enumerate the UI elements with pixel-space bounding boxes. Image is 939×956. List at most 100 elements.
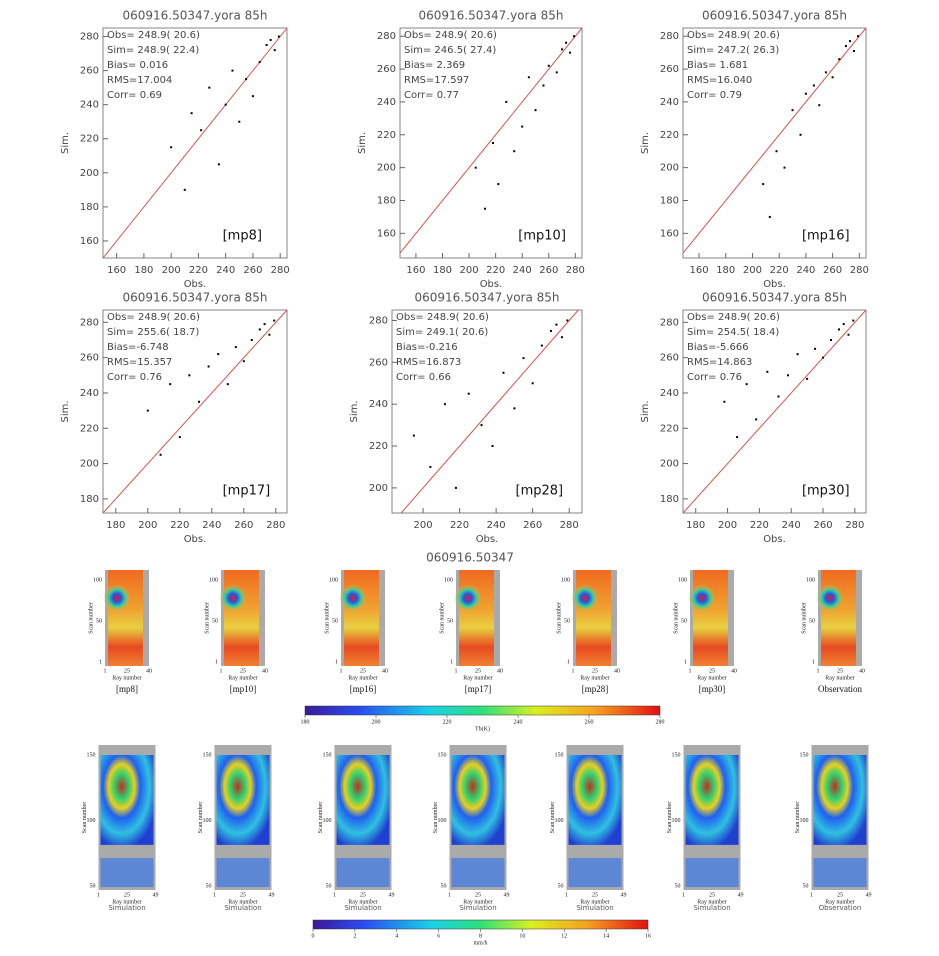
panel-label: [mp10]: [230, 684, 257, 694]
y-tick-label: 240: [660, 97, 679, 108]
map-y-tick-label: 50: [447, 618, 453, 624]
panel-label: Simulation: [693, 904, 730, 912]
point: [198, 400, 200, 403]
panel-tag: [mp16]: [802, 229, 850, 244]
stat-text: Sim= 248.9( 22.4): [107, 45, 199, 56]
map-x-label: Ray number: [112, 899, 142, 905]
x-tick-label: 200: [162, 265, 181, 276]
point: [513, 407, 516, 410]
map-x-tick-label: 1: [682, 892, 685, 898]
map-panel: [449, 745, 507, 890]
panel-label: [mp17]: [465, 684, 492, 694]
map-panel: [683, 745, 741, 890]
map-x-tick-label: 1: [448, 892, 451, 898]
map-x-tick-label: 1: [104, 668, 107, 674]
panel-tag: [mp10]: [518, 229, 566, 244]
point: [169, 383, 172, 386]
map-y-tick-label: 50: [681, 618, 687, 624]
point: [443, 403, 446, 406]
x-axis-label: Obs.: [763, 534, 786, 545]
chart-title: 060916.50347.yora 85h: [702, 9, 847, 23]
map-x-tick-label: 1: [817, 668, 820, 674]
map-y-tick-label: 50: [558, 883, 564, 889]
map-y-tick-label: 50: [809, 618, 815, 624]
map-y-tick-label: 150: [87, 752, 96, 758]
map-y-label: Scan number: [204, 602, 210, 634]
point: [547, 64, 550, 67]
map-x-label: Ray number: [580, 899, 610, 905]
map-x-tick-label: 49: [866, 892, 872, 898]
map-x-tick-label: 1: [810, 892, 813, 898]
x-tick-label: 260: [523, 520, 542, 531]
map-x-tick-label: 40: [859, 668, 865, 674]
map-x-tick-label: 25: [837, 668, 843, 674]
point: [183, 188, 186, 191]
map-x-label: Ray number: [112, 675, 142, 681]
chart-title: 060916.50347.yora 85h: [122, 9, 267, 23]
map-y-tick-label: 100: [561, 577, 570, 583]
map-y-tick-label: 100: [672, 818, 681, 824]
point: [569, 51, 572, 54]
map-y-label: Scan number: [795, 802, 801, 834]
map-x-tick-label: 25: [837, 892, 843, 898]
point: [847, 333, 850, 336]
colorbar-label: Tb(K): [475, 725, 490, 732]
point: [226, 383, 229, 386]
map-field-lower: [451, 858, 505, 888]
plot-frame: [102, 309, 288, 514]
colorbar-tick-label: 16: [645, 933, 651, 939]
point: [273, 49, 276, 52]
y-axis-label: Sim.: [60, 400, 71, 422]
map-field: [685, 755, 739, 845]
map-y-tick-label: 100: [87, 818, 96, 824]
point: [231, 69, 234, 72]
map-x-tick-label: 1: [572, 668, 575, 674]
y-tick-label: 160: [377, 228, 396, 239]
y-tick-label: 240: [660, 388, 679, 399]
x-axis-label: Obs.: [476, 534, 499, 545]
point: [268, 333, 271, 336]
map-x-label: Ray number: [825, 899, 855, 905]
map-x-tick-label: 1: [340, 668, 343, 674]
map-x-tick-label: 25: [709, 668, 715, 674]
map-y-label: Scan number: [667, 802, 673, 834]
point: [159, 453, 162, 456]
point: [852, 50, 855, 52]
point: [497, 183, 500, 186]
panel-label: Simulation: [108, 904, 145, 912]
chart-title: 060916.50347.yora 85h: [702, 291, 847, 305]
point: [799, 133, 802, 136]
map-y-label: Scan number: [801, 602, 807, 634]
point: [217, 163, 220, 166]
chart-title: 060916.50347.yora 85h: [122, 291, 267, 305]
point: [766, 370, 769, 373]
x-tick-label: 260: [813, 520, 832, 531]
point: [513, 150, 516, 153]
x-tick-label: 220: [189, 265, 208, 276]
colorbar-tick-label: 2: [353, 933, 356, 939]
x-tick-label: 200: [460, 265, 479, 276]
y-tick-label: 280: [377, 31, 396, 42]
map-x-label: Ray number: [463, 899, 493, 905]
x-tick-label: 200: [414, 520, 433, 531]
map-y-tick-label: 1: [567, 659, 570, 665]
map-y-tick-label: 50: [90, 883, 96, 889]
map-y-tick-label: 100: [678, 577, 687, 583]
map-x-tick-label: 25: [124, 668, 130, 674]
x-tick-label: 280: [560, 520, 579, 531]
map-field: [100, 755, 154, 845]
map-y-tick-label: 150: [203, 752, 212, 758]
map-x-tick-label: 49: [269, 892, 275, 898]
map-x-label: Ray number: [228, 899, 258, 905]
y-tick-label: 260: [660, 353, 679, 364]
point: [217, 353, 220, 356]
map-x-tick-label: 40: [262, 668, 268, 674]
colorbar-tick-label: 14: [603, 933, 609, 939]
point: [783, 166, 786, 169]
map-y-label: Scan number: [198, 802, 204, 834]
x-tick-label: 240: [202, 520, 221, 531]
point: [474, 166, 477, 169]
map-y-tick-label: 100: [93, 577, 102, 583]
panel-label: [mp28]: [582, 684, 609, 694]
panel-label: Observation: [819, 904, 862, 912]
